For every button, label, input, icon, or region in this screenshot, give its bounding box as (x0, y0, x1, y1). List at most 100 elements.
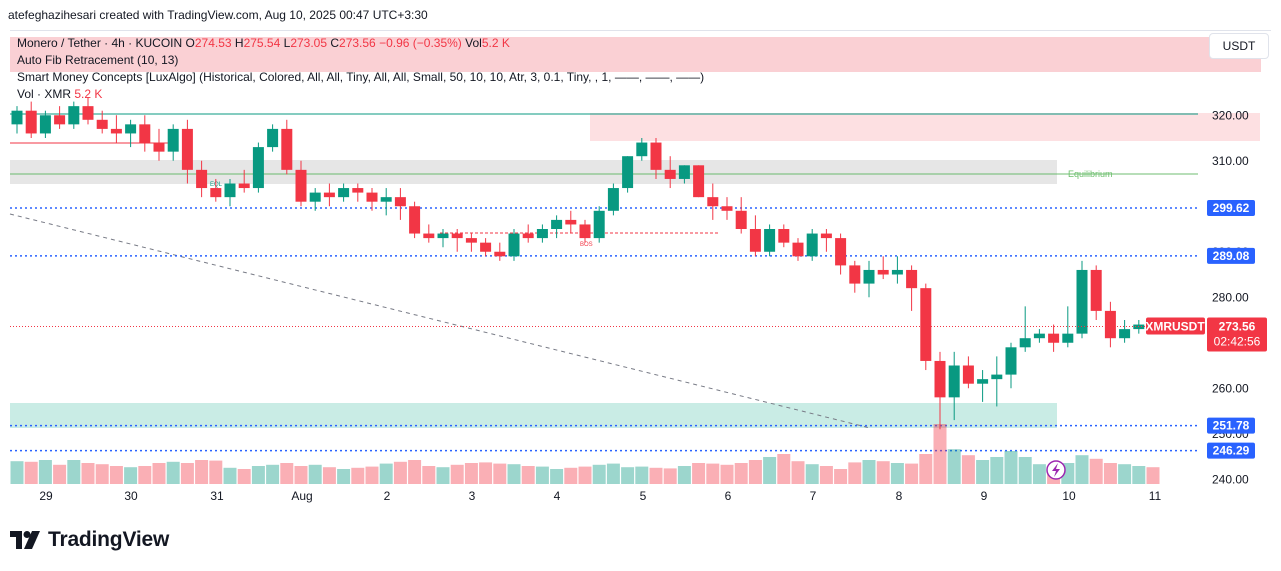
volume-bar (195, 460, 209, 484)
legend-symbol-row: Monero / Tether · 4h · KUCOIN O274.53 H2… (17, 35, 704, 52)
last-price-value: 273.56 (1219, 320, 1256, 334)
bos-label: BOS (580, 242, 593, 248)
x-tick-label: 7 (810, 489, 817, 503)
y-tick-label: 260.00 (1212, 381, 1249, 395)
volume-bar (805, 464, 819, 484)
volume-bar (337, 469, 351, 484)
candle-body (650, 142, 662, 170)
candle-body (181, 128, 193, 170)
volume-bar (635, 466, 649, 484)
candle-body (394, 197, 406, 207)
volume-bar (124, 467, 138, 484)
volume-bar (223, 467, 237, 484)
candle-body (920, 288, 932, 361)
candle-body (735, 210, 747, 229)
volume-bar (1004, 451, 1018, 484)
candle-body (224, 183, 236, 198)
volume-bar (53, 464, 67, 484)
volume-bar (621, 467, 635, 484)
x-tick-label: 10 (1062, 489, 1076, 503)
candle-body (806, 233, 818, 257)
y-tick-label: 320.00 (1212, 108, 1249, 122)
legend-high: 275.54 (243, 36, 281, 50)
volume-bar (592, 464, 606, 484)
x-tick-label: 9 (981, 489, 988, 503)
candle-body (792, 242, 804, 257)
volume-bar (663, 468, 677, 484)
countdown-label: 02:42:56 (1214, 335, 1261, 349)
legend-volume-row[interactable]: Vol · XMR 5.2 K (17, 86, 704, 103)
lightning-icon-bolt (1052, 463, 1060, 477)
legend-open: 274.53 (194, 36, 232, 50)
legend-indicator-fib[interactable]: Auto Fib Retracement (10, 13) (17, 53, 179, 67)
candle-body (693, 165, 705, 198)
volume-bar (1089, 458, 1103, 484)
volume-bar (692, 463, 706, 484)
candle-body (764, 229, 776, 252)
candle-body (863, 269, 875, 284)
legend-indicator-smc[interactable]: Smart Money Concepts [LuxAlgo] (Historic… (17, 70, 705, 84)
x-tick-label: 8 (896, 489, 903, 503)
discount-zone (10, 403, 1057, 428)
candle-body (579, 224, 591, 239)
tradingview-logo[interactable]: TradingView (10, 528, 169, 552)
volume-bar (834, 469, 848, 484)
volume-bar (365, 466, 379, 484)
candle-body (295, 169, 307, 202)
legend-low-label: L (283, 36, 291, 50)
candle-body (835, 238, 847, 266)
candle-body (252, 147, 264, 189)
legend-change: −0.96 (−0.35%) (379, 36, 462, 50)
candle-body (139, 124, 151, 143)
candle-body (508, 233, 520, 257)
candle-body (1033, 333, 1045, 339)
volume-bar (1132, 466, 1146, 484)
candle-body (352, 188, 364, 193)
candle-body (25, 110, 37, 134)
candle-body (1090, 269, 1102, 311)
candle-body (934, 360, 946, 398)
x-tick-label: 30 (124, 489, 138, 503)
level-tag-bg (1207, 442, 1255, 459)
candle-body (366, 192, 378, 202)
chart-legend: Monero / Tether · 4h · KUCOIN O274.53 H2… (17, 35, 704, 103)
candle-body (891, 269, 903, 275)
volume-bar (748, 460, 762, 484)
legend-volume-value: 5.2 K (74, 87, 103, 101)
candle-body (153, 142, 165, 152)
equilibrium-zone (10, 160, 1057, 184)
volume-bar (24, 461, 38, 484)
candle-body (110, 128, 122, 134)
level-tag-label: 289.08 (1213, 249, 1250, 263)
volume-bar (109, 466, 123, 484)
candle-body (962, 365, 974, 384)
attribution-text: atefeghazihesari created with TradingVie… (8, 8, 428, 22)
candle-body (1119, 329, 1131, 339)
legend-symbol[interactable]: Monero / Tether · 4h · KUCOIN (17, 36, 183, 50)
currency-button[interactable]: USDT (1209, 33, 1269, 59)
volume-bar (933, 424, 947, 484)
volume-bar (961, 455, 975, 484)
volume-bar (166, 461, 180, 484)
volume-bar (677, 466, 691, 484)
volume-bar (408, 460, 422, 484)
candle-body (948, 365, 960, 398)
volume-bar (734, 463, 748, 484)
legend-vol: 5.2 K (481, 36, 510, 50)
candle-body (522, 233, 534, 239)
volume-bar (251, 466, 265, 484)
candle-body (877, 269, 889, 275)
supply-zone (590, 113, 1260, 141)
volume-bar (152, 463, 166, 484)
volume-bar (507, 464, 521, 484)
volume-bar (706, 463, 720, 484)
level-tag-label: 299.62 (1213, 201, 1250, 215)
legend-close-label: C (330, 36, 340, 50)
volume-bar (379, 463, 393, 484)
volume-bar (848, 462, 862, 484)
volume-bar (95, 464, 109, 484)
volume-bar (351, 467, 365, 484)
level-tag-bg (1207, 247, 1255, 264)
candle-body (849, 265, 861, 284)
